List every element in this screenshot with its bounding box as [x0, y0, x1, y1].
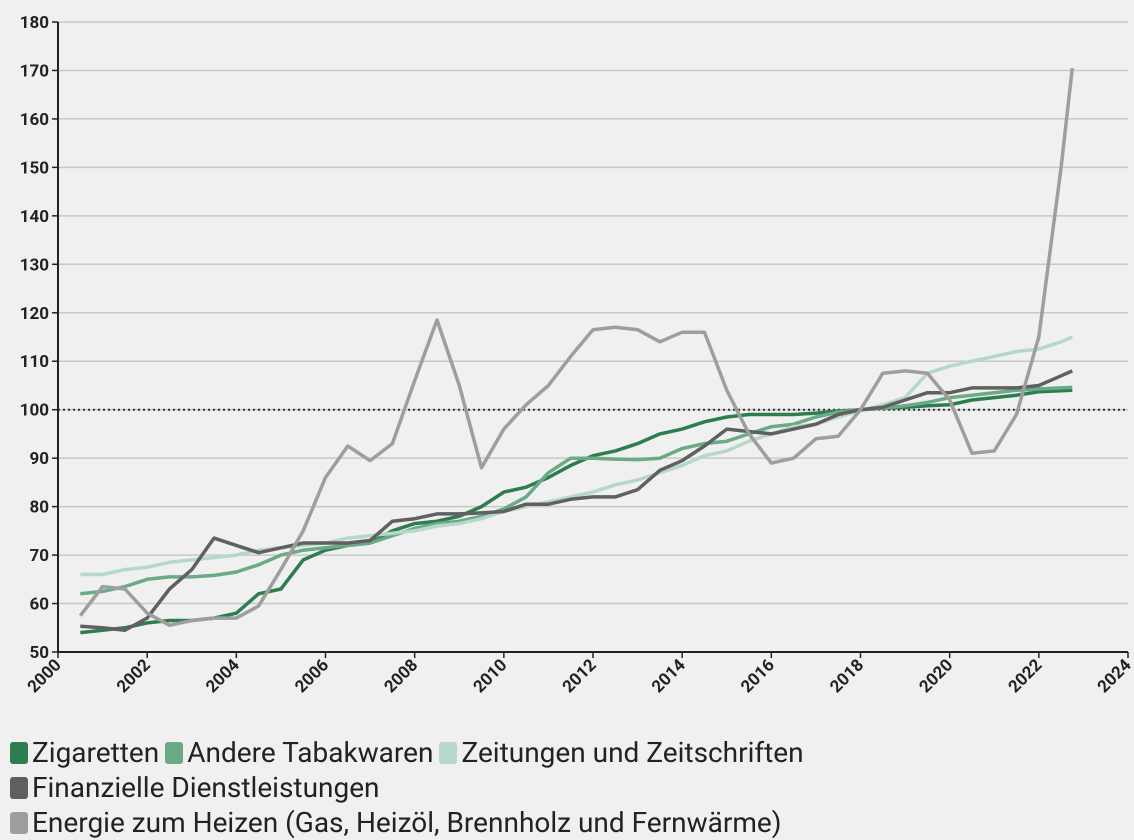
- x-tick-label: 2014: [648, 655, 690, 697]
- legend-row: Finanzielle Dienstleistungen: [10, 770, 1130, 805]
- series-line: [80, 388, 1073, 635]
- legend-label: Zigaretten: [32, 736, 160, 769]
- y-tick-label: 50: [29, 643, 49, 663]
- series-line: [80, 335, 1073, 577]
- y-tick-label: 80: [29, 498, 49, 518]
- legend-item: Zigaretten: [10, 736, 159, 769]
- y-tick-label: 100: [20, 401, 49, 421]
- legend-item: Zeitungen und Zeitschriften: [439, 736, 804, 769]
- legend-swatch: [10, 811, 28, 834]
- x-tick-label: 2016: [737, 655, 779, 697]
- y-tick-label: 140: [20, 207, 49, 227]
- x-tick-label: 2018: [826, 655, 868, 697]
- legend-swatch: [10, 776, 28, 799]
- x-tick-label: 2004: [202, 655, 244, 697]
- legend-swatch: [439, 741, 458, 764]
- x-tick-label: 2010: [470, 655, 512, 697]
- x-tick-label: 2008: [380, 655, 422, 697]
- legend-swatch: [165, 741, 184, 764]
- legend-item: Andere Tabakwaren: [165, 736, 433, 769]
- legend-row: Zigaretten Andere Tabakwaren Zeitungen und…: [10, 735, 1130, 770]
- y-tick-label: 90: [29, 449, 49, 469]
- x-tick-label: 2020: [915, 655, 957, 697]
- y-tick-label: 120: [20, 304, 49, 324]
- y-tick-label: 170: [20, 61, 49, 81]
- legend-label: Andere Tabakwaren: [187, 736, 434, 769]
- x-tick-label: 2002: [113, 655, 155, 697]
- series-line: [80, 369, 1074, 632]
- legend-item: Energie zum Heizen (Gas, Heizöl, Brennho…: [10, 806, 782, 839]
- y-tick-label: 60: [29, 595, 49, 615]
- x-tick-label: 2022: [1005, 655, 1047, 697]
- y-tick-label: 150: [20, 158, 49, 178]
- legend-row: Energie zum Heizen (Gas, Heizöl, Brennho…: [10, 805, 1130, 840]
- y-tick-label: 70: [29, 546, 49, 566]
- y-tick-label: 130: [20, 255, 49, 275]
- y-tick-label: 110: [20, 352, 49, 372]
- x-tick-label: 2012: [559, 655, 601, 697]
- y-tick-label: 180: [20, 13, 49, 33]
- x-tick-label: 2006: [291, 655, 333, 697]
- legend-label: Finanzielle Dienstleistungen: [32, 771, 380, 804]
- legend: Zigaretten Andere Tabakwaren Zeitungen und…: [10, 735, 1130, 840]
- chart: 50 60 70 80 90 100 110 120 130 140 150 160 170 180 200…: [20, 13, 1134, 697]
- legend-label: Energie zum Heizen (Gas, Heizöl, Brennho…: [32, 806, 782, 839]
- series-line: [80, 385, 1073, 596]
- legend-label: Zeitungen und Zeitschriften: [461, 736, 804, 769]
- legend-item: Finanzielle Dienstleistungen: [10, 771, 380, 804]
- legend-swatch: [10, 741, 28, 764]
- series-line: [78, 67, 1075, 628]
- x-tick-label: 2024: [1094, 655, 1134, 697]
- y-tick-label: 160: [20, 110, 49, 130]
